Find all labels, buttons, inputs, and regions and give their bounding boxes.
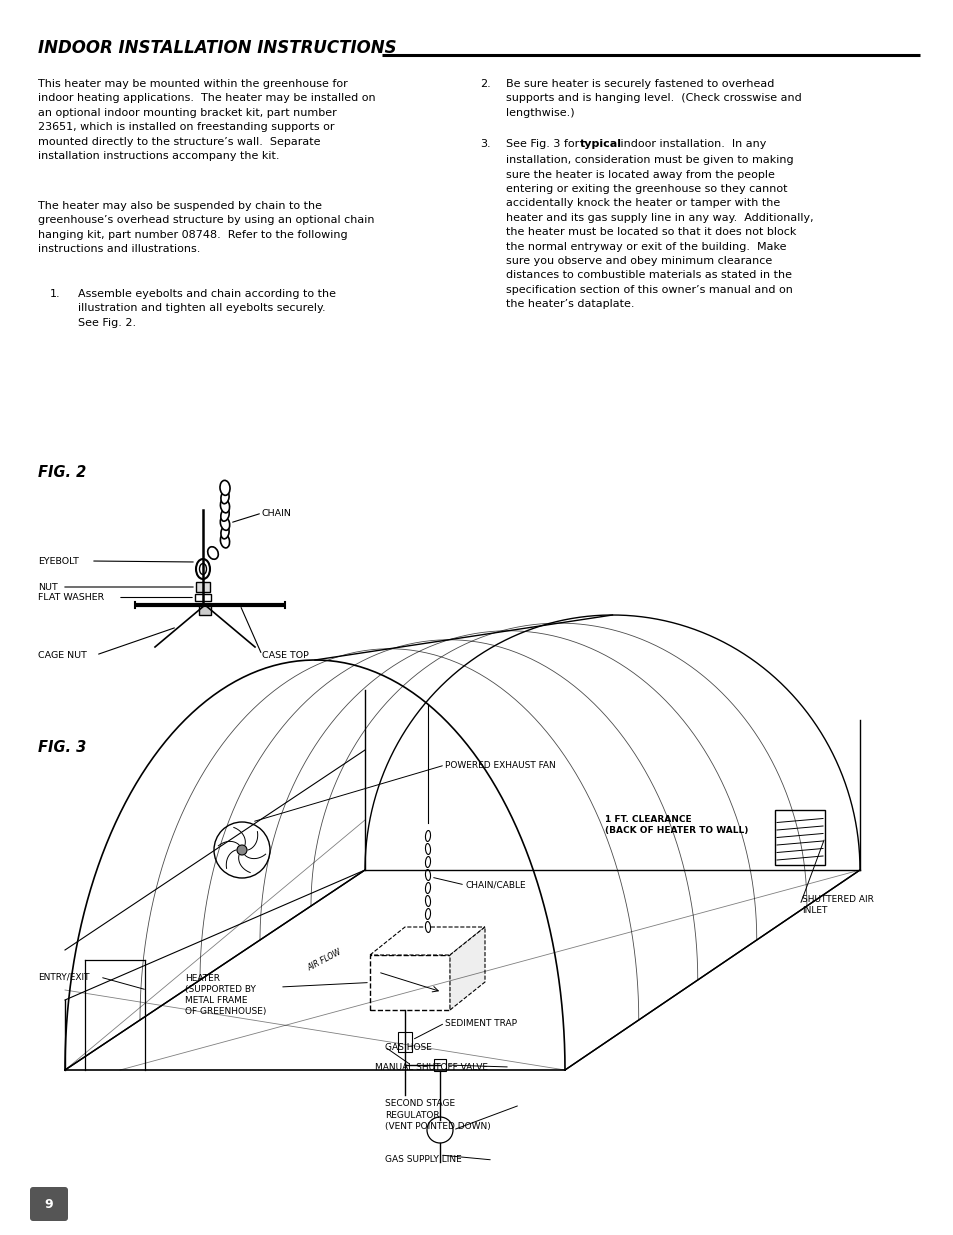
Polygon shape (450, 927, 484, 1010)
Text: 3.: 3. (479, 140, 490, 149)
Ellipse shape (220, 516, 230, 530)
Circle shape (213, 823, 270, 878)
Text: INDOOR INSTALLATION INSTRUCTIONS: INDOOR INSTALLATION INSTRUCTIONS (38, 40, 396, 57)
Ellipse shape (220, 509, 229, 521)
FancyBboxPatch shape (30, 1187, 68, 1221)
Ellipse shape (199, 563, 206, 574)
Ellipse shape (208, 547, 218, 559)
Text: CHAIN/CABLE: CHAIN/CABLE (464, 881, 525, 889)
Text: CAGE NUT: CAGE NUT (38, 651, 87, 659)
Ellipse shape (425, 830, 430, 841)
Ellipse shape (220, 480, 230, 495)
Ellipse shape (425, 869, 430, 881)
Text: This heater may be mounted within the greenhouse for
indoor heating applications: This heater may be mounted within the gr… (38, 79, 375, 161)
Text: HEATER
(SUPPORTED BY
METAL FRAME
OF GREENHOUSE): HEATER (SUPPORTED BY METAL FRAME OF GREE… (185, 974, 266, 1016)
Bar (195, 594, 211, 601)
Bar (199, 605, 211, 615)
Ellipse shape (195, 559, 210, 579)
Text: GAS SUPPLY LINE: GAS SUPPLY LINE (385, 1156, 461, 1165)
Bar (774, 810, 824, 864)
Text: installation, consideration must be given to making
sure the heater is located a: installation, consideration must be give… (505, 156, 813, 309)
Text: NUT: NUT (38, 583, 58, 592)
Text: EYEBOLT: EYEBOLT (38, 557, 79, 566)
Text: CHAIN: CHAIN (262, 509, 292, 517)
Bar (195, 582, 210, 592)
Text: 1.: 1. (50, 289, 61, 299)
Text: MANUAL SHUTOFF VALVE: MANUAL SHUTOFF VALVE (375, 1062, 488, 1072)
Text: AIR FLOW: AIR FLOW (306, 947, 343, 973)
Polygon shape (370, 927, 484, 955)
Text: 1 FT. CLEARANCE
(BACK OF HEATER TO WALL): 1 FT. CLEARANCE (BACK OF HEATER TO WALL) (604, 815, 747, 835)
Text: SECOND STAGE
REGULATOR
(VENT POINTED DOWN): SECOND STAGE REGULATOR (VENT POINTED DOW… (385, 1099, 490, 1130)
Ellipse shape (220, 534, 230, 548)
Ellipse shape (425, 857, 430, 867)
Text: SHUTTERED AIR
INLET: SHUTTERED AIR INLET (801, 895, 873, 915)
Bar (397, 1032, 412, 1052)
Text: The heater may also be suspended by chain to the
greenhouse’s overhead structure: The heater may also be suspended by chai… (38, 201, 375, 254)
Text: Be sure heater is securely fastened to overhead
supports and is hanging level.  : Be sure heater is securely fastened to o… (505, 79, 801, 117)
Bar (434, 1058, 446, 1071)
Bar (370, 955, 450, 1010)
Text: FIG. 2: FIG. 2 (38, 466, 86, 480)
Text: Assemble eyebolts and chain according to the
illustration and tighten all eyebol: Assemble eyebolts and chain according to… (78, 289, 335, 327)
Text: 2.: 2. (479, 79, 490, 89)
Text: FLAT WASHER: FLAT WASHER (38, 593, 104, 601)
Ellipse shape (425, 844, 430, 855)
Ellipse shape (221, 526, 229, 538)
Text: FIG. 3: FIG. 3 (38, 740, 86, 755)
Ellipse shape (425, 895, 430, 906)
Text: CASE TOP: CASE TOP (262, 651, 309, 659)
Ellipse shape (221, 490, 229, 504)
Text: SEDIMENT TRAP: SEDIMENT TRAP (444, 1019, 517, 1028)
Ellipse shape (425, 909, 430, 920)
Circle shape (236, 845, 247, 855)
Text: 9: 9 (45, 1198, 53, 1210)
Text: See Fig. 3 for: See Fig. 3 for (505, 140, 582, 149)
Circle shape (427, 1116, 453, 1144)
Text: ENTRY/EXIT: ENTRY/EXIT (38, 972, 90, 982)
Text: POWERED EXHAUST FAN: POWERED EXHAUST FAN (444, 761, 556, 769)
Text: indoor installation.  In any: indoor installation. In any (616, 140, 765, 149)
Text: GAS HOSE: GAS HOSE (385, 1042, 432, 1051)
Text: typical: typical (579, 140, 621, 149)
Ellipse shape (425, 921, 430, 932)
Ellipse shape (220, 499, 230, 513)
Ellipse shape (425, 883, 430, 893)
